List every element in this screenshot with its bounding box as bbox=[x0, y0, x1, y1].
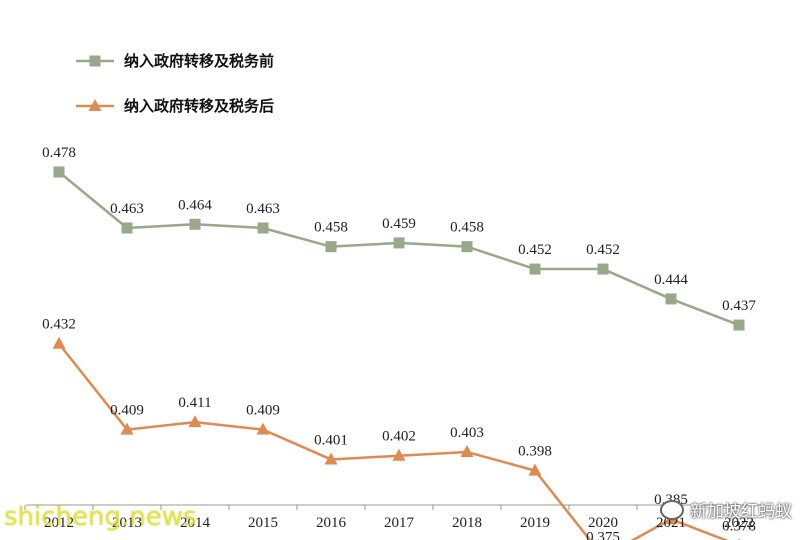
data-label: 0.401 bbox=[314, 432, 348, 448]
x-tick-label: 2019 bbox=[520, 515, 550, 531]
legend-label-2: 纳入政府转移及税务后 bbox=[124, 97, 274, 115]
data-label: 0.463 bbox=[110, 201, 144, 217]
data-point bbox=[460, 444, 474, 457]
x-axis: 2012 2013 2014 2015 2016 2017 2018 2019 2020 2021… bbox=[24, 504, 763, 531]
legend-marker-1 bbox=[89, 55, 101, 67]
x-tick-label: 2017 bbox=[384, 515, 415, 531]
series-2: 0.432 0.409 0.411 0.409 0.401 0.402 0.403 0.398… bbox=[42, 317, 756, 540]
data-point bbox=[257, 222, 269, 234]
data-label: 0.463 bbox=[246, 201, 280, 217]
data-label: 0.478 bbox=[42, 145, 76, 161]
x-tick-label: 2013 bbox=[112, 515, 142, 531]
data-point bbox=[461, 241, 473, 253]
data-point bbox=[392, 448, 406, 461]
data-label: 0.432 bbox=[42, 317, 76, 333]
source-name: 新加坡红蚂蚁 bbox=[690, 502, 792, 522]
data-point bbox=[325, 241, 337, 253]
data-point bbox=[189, 218, 201, 230]
x-tick-label: 2014 bbox=[180, 515, 211, 531]
series-1: 0.478 0.463 0.464 0.463 0.458 0.459 0.458 0.452… bbox=[42, 145, 756, 331]
data-label: 0.452 bbox=[518, 242, 552, 258]
wechat-icon bbox=[660, 499, 684, 520]
series-line-1 bbox=[58, 171, 740, 327]
data-label: 0.458 bbox=[450, 220, 484, 236]
legend-label-1: 纳入政府转移及税务前 bbox=[124, 52, 274, 70]
data-point bbox=[529, 263, 541, 275]
data-label: 0.464 bbox=[178, 197, 212, 213]
x-tick-label: 2015 bbox=[248, 515, 278, 531]
data-label: 0.409 bbox=[110, 403, 144, 419]
data-label: 0.444 bbox=[654, 272, 688, 288]
data-point bbox=[324, 452, 338, 465]
series-layer: 0.478 0.463 0.464 0.463 0.458 0.459 0.458 0.452… bbox=[42, 145, 756, 540]
data-label: 0.409 bbox=[246, 403, 280, 419]
x-tick-label: 2022 bbox=[724, 515, 754, 531]
data-point bbox=[52, 336, 66, 349]
site-watermark: shicheng.news bbox=[4, 502, 197, 532]
data-label: 0.398 bbox=[518, 444, 552, 460]
x-tick-label: 2012 bbox=[44, 515, 74, 531]
data-label: 0.375 bbox=[586, 529, 620, 540]
data-point bbox=[53, 166, 65, 178]
data-point bbox=[665, 293, 677, 305]
data-label: 0.452 bbox=[586, 242, 620, 258]
x-tick-label: 2018 bbox=[452, 515, 482, 531]
x-tick-label: 2021 bbox=[656, 515, 686, 531]
data-point bbox=[188, 415, 202, 428]
data-label: 0.411 bbox=[178, 395, 211, 411]
data-point bbox=[393, 237, 405, 249]
data-label: 0.458 bbox=[314, 220, 348, 236]
data-label: 0.403 bbox=[450, 425, 484, 441]
data-label: 0.402 bbox=[382, 429, 416, 445]
x-tick-label: 2016 bbox=[316, 515, 347, 531]
source-watermark: 新加坡红蚂蚁 bbox=[660, 497, 792, 522]
legend-marker-2 bbox=[88, 99, 102, 111]
data-point bbox=[120, 422, 134, 435]
data-point bbox=[597, 263, 609, 275]
data-label: 0.437 bbox=[722, 298, 756, 314]
x-tick-label: 2020 bbox=[588, 515, 618, 531]
data-point bbox=[121, 222, 133, 234]
data-point bbox=[733, 319, 745, 331]
data-label: 0.459 bbox=[382, 216, 416, 232]
data-point bbox=[528, 463, 542, 476]
data-label: 0.378 bbox=[722, 518, 756, 534]
data-point bbox=[256, 422, 270, 435]
